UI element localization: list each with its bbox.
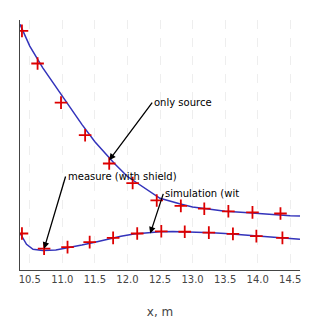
svg-text:11.5: 11.5 [84,274,106,285]
svg-text:simulation (wit: simulation (wit [165,188,239,199]
svg-text:14.5: 14.5 [279,274,301,285]
svg-text:12.0: 12.0 [116,274,138,285]
svg-text:13.0: 13.0 [181,274,203,285]
svg-text:x, m: x, m [147,305,173,319]
svg-text:12.5: 12.5 [149,274,171,285]
svg-text:11.0: 11.0 [51,274,73,285]
svg-text:13.5: 13.5 [214,274,236,285]
svg-text:measure (with shield): measure (with shield) [68,171,177,182]
svg-text:10.5: 10.5 [19,274,41,285]
svg-text:14.0: 14.0 [247,274,269,285]
svg-text:only source: only source [154,97,212,108]
